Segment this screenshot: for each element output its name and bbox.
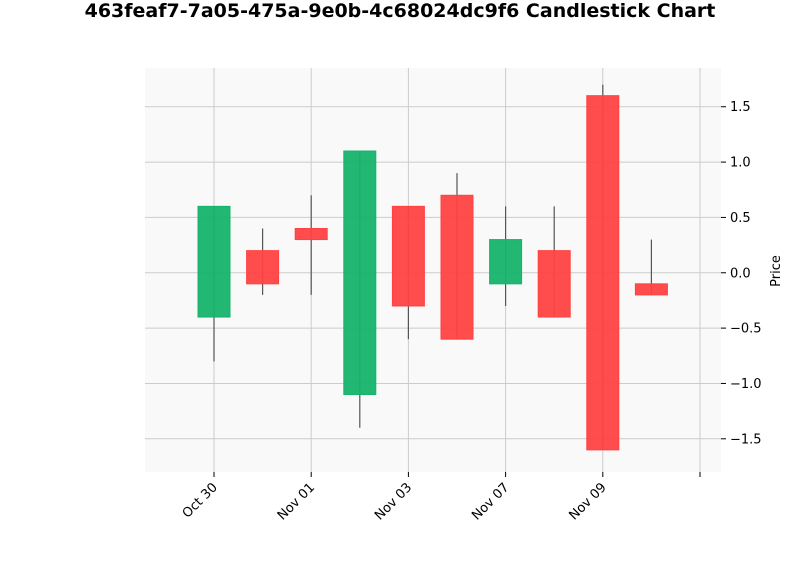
plot-background <box>145 68 721 472</box>
y-tick-label: −1.5 <box>730 432 762 447</box>
candle-body-down <box>246 250 280 285</box>
x-tick-label: Nov 01 <box>275 480 318 523</box>
candle-body-down <box>294 227 328 241</box>
candle-body-down <box>586 95 620 451</box>
y-tick-label: −0.5 <box>730 322 762 337</box>
candle-body-up <box>343 150 377 396</box>
candle-body-down <box>391 205 425 307</box>
y-axis-label: Price <box>769 255 784 287</box>
y-tick-label: 1.5 <box>730 100 751 115</box>
candle-body-up <box>489 239 523 285</box>
x-tick-label: Nov 03 <box>372 480 415 523</box>
y-tick-label: 1.0 <box>730 156 751 171</box>
x-tick-label: Nov 09 <box>566 480 609 523</box>
x-tick-label: Oct 30 <box>180 480 221 521</box>
candle-body-down <box>537 250 571 318</box>
candle-body-down <box>440 194 474 340</box>
chart-title: 463feaf7-7a05-475a-9e0b-4c68024dc9f6 Can… <box>84 0 716 22</box>
candle-body-up <box>197 205 231 318</box>
x-tick-label: Nov 07 <box>469 480 512 523</box>
candle-layer <box>197 84 668 451</box>
y-tick-label: 0.5 <box>730 211 751 226</box>
y-tick-label: −1.0 <box>730 377 762 392</box>
y-tick-label: 0.0 <box>730 266 751 281</box>
candle-body-down <box>634 283 668 296</box>
